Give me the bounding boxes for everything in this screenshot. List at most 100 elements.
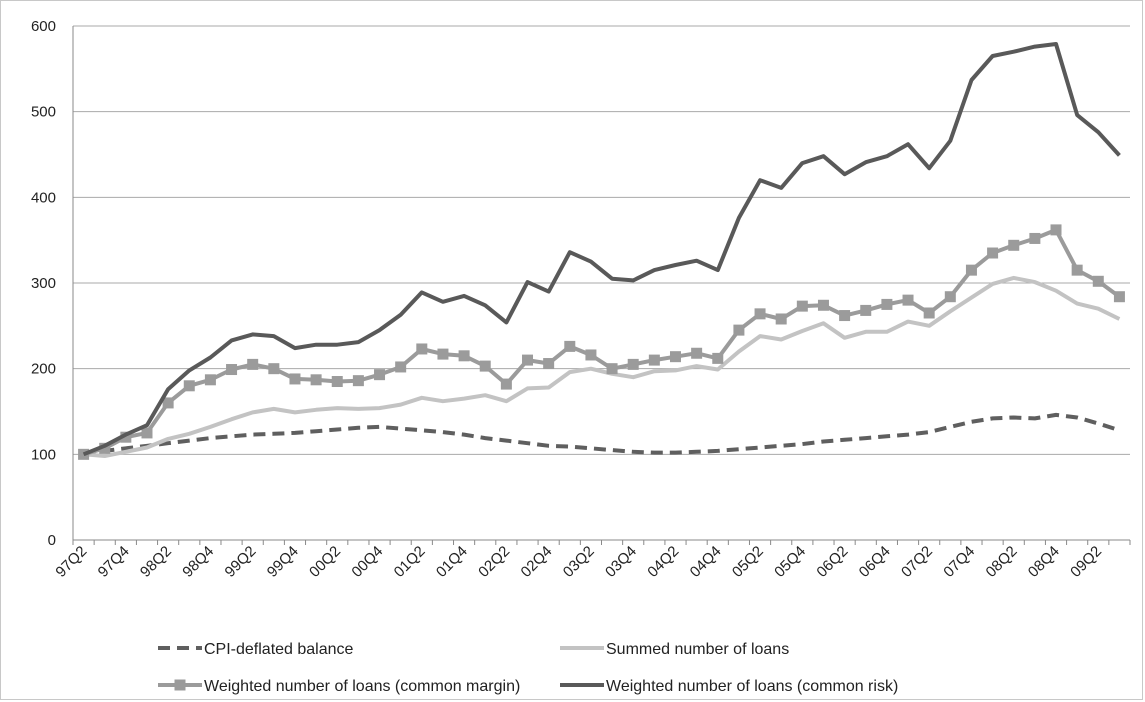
series-lines [78,42,1125,460]
series-3-point [564,340,576,352]
series-line-3 [83,227,1121,457]
series-3-point [374,369,386,381]
x-tick-label-04Q4: 04Q4 [687,543,725,581]
series-3-point [120,431,132,443]
series-line-4 [82,42,1121,457]
series-3-point [839,310,851,322]
series-3-point [1029,232,1041,244]
series-3-point [458,350,470,362]
y-tick-label-200: 200 [31,361,56,378]
series-3-point [247,358,259,370]
legend-label-2: Summed number of loans [606,641,789,658]
series-3-point [965,264,977,276]
series-3-point [669,351,681,363]
series-3-point [352,375,364,387]
x-axis-tick-labels: 97Q2 97Q4 98Q2 98Q4 99Q2 99Q4 00Q2 00Q4 01Q2 01Q4… [52,543,1105,581]
x-tick-label-03Q2: 03Q2 [560,543,598,581]
series-3-point [817,299,829,311]
series-3-point [1071,264,1083,276]
y-tick-label-400: 400 [31,189,56,206]
series-3-point [289,373,301,385]
legend: CPI-deflated balance Summed number of loa… [158,641,898,695]
series-3-point [1092,275,1104,287]
series-3-point [331,376,343,388]
x-tick-label-98Q4: 98Q4 [179,543,217,581]
x-tick-label-97Q2: 97Q2 [52,543,90,581]
series-3-point [226,364,238,376]
x-tick-label-03Q4: 03Q4 [602,543,640,581]
series-line-2 [83,275,1121,458]
x-tick-label-02Q4: 02Q4 [518,543,556,581]
y-axis-tick-labels: 0 100 200 300 400 500 600 [31,18,56,549]
series-3-point [1050,224,1062,236]
series-3-point [78,448,90,460]
series-3-point [860,304,872,316]
y-tick-label-100: 100 [31,446,56,463]
x-tick-label-04Q2: 04Q2 [644,543,682,581]
series-3-point [733,324,745,336]
series-3-point [268,363,280,375]
series-3-point [395,361,407,373]
x-tick-label-07Q4: 07Q4 [940,543,978,581]
series-3-point [204,374,216,386]
x-tick-label-99Q2: 99Q2 [222,543,260,581]
series-3-point [606,363,618,375]
x-tick-label-06Q4: 06Q4 [856,543,894,581]
series-3-point [691,347,703,359]
x-tick-label-05Q2: 05Q2 [729,543,767,581]
x-tick-label-05Q4: 05Q4 [771,543,809,581]
series-line-1 [83,412,1121,457]
x-tick-label-01Q2: 01Q2 [391,543,429,581]
legend-item-1: CPI-deflated balance [158,641,354,658]
series-3-point [1113,291,1125,303]
series-3-point [416,343,428,355]
series-3-point [1008,239,1020,251]
series-3-point [902,294,914,306]
y-tick-label-0: 0 [48,532,56,549]
legend-label-3: Weighted number of loans (common margin) [204,678,520,695]
series-3-point [543,358,555,370]
series-3-point [627,358,639,370]
y-tick-label-500: 500 [31,104,56,121]
series-3-point [648,354,660,366]
x-tick-label-97Q4: 97Q4 [95,543,133,581]
series-3-point [479,360,491,372]
x-tick-label-06Q2: 06Q2 [813,543,851,581]
series-3-point [162,397,174,409]
series-3-point [585,349,597,361]
legend-marker-3 [174,679,186,691]
x-tick-label-09Q2: 09Q2 [1067,543,1105,581]
series-3-point [522,354,534,366]
axes [72,26,1131,545]
x-tick-label-07Q2: 07Q2 [898,543,936,581]
x-tick-label-01Q4: 01Q4 [433,543,471,581]
x-tick-label-00Q2: 00Q2 [306,543,344,581]
x-tick-label-99Q4: 99Q4 [264,543,302,581]
series-3-point [99,442,111,454]
x-tick-label-08Q4: 08Q4 [1025,543,1063,581]
series-3-point [754,308,766,320]
x-tick-label-00Q4: 00Q4 [348,543,386,581]
series-3-point [987,247,999,259]
gridlines [73,25,1130,455]
legend-item-3: Weighted number of loans (common margin) [158,678,520,695]
x-tick-label-98Q2: 98Q2 [137,543,175,581]
series-3-point [923,307,935,319]
x-tick-label-02Q2: 02Q2 [475,543,513,581]
series-3-point [141,427,153,439]
series-3-point [881,298,893,310]
series-3-point [775,313,787,325]
legend-label-4: Weighted number of loans (common risk) [606,678,898,695]
legend-label-1: CPI-deflated balance [204,641,354,658]
series-3-point [183,380,195,392]
series-3-point [944,291,956,303]
y-tick-label-600: 600 [31,18,56,35]
series-3-point [712,352,724,364]
y-tick-label-300: 300 [31,275,56,292]
series-3-point [437,348,449,360]
series-3-point [500,378,512,390]
legend-item-4: Weighted number of loans (common risk) [560,678,898,695]
legend-item-2: Summed number of loans [560,641,789,658]
series-3-point [796,300,808,312]
